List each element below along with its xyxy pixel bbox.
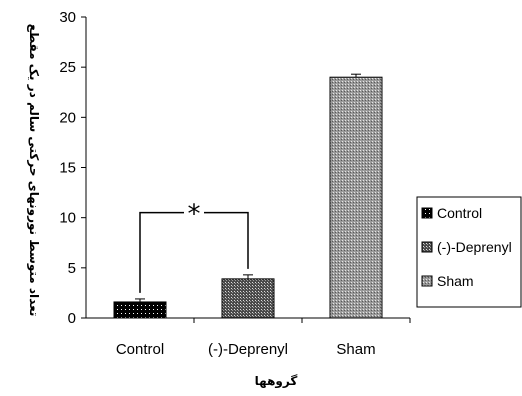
legend-swatch <box>421 241 433 253</box>
bar <box>329 76 383 319</box>
legend-frame <box>416 196 522 308</box>
x-tick-label: (-)-Deprenyl <box>208 341 288 358</box>
y-axis-label: تعداد متوسط نورونهای حرکتی سالم در یک مق… <box>26 24 41 317</box>
significance-bracket-right <box>204 211 249 269</box>
plot-area: 0 5 10 15 20 25 30 Control (-)-Deprenyl Sham * <box>59 9 411 358</box>
legend-label: (-)-Deprenyl <box>437 239 512 255</box>
x-tick-label: Control <box>116 341 164 358</box>
legend-swatch <box>421 207 433 219</box>
legend: Control (-)-Deprenyl Sham <box>416 196 522 308</box>
legend-swatch <box>421 275 433 287</box>
y-tick-label: 20 <box>59 109 76 126</box>
y-axis-title: تعداد متوسط نورونهای حرکتی سالم در یک مق… <box>26 24 41 317</box>
x-tick-label: Sham <box>336 341 375 358</box>
y-tick-label: 10 <box>59 210 76 227</box>
y-tick-label: 0 <box>68 310 76 327</box>
bar <box>113 301 167 319</box>
legend-label: Control <box>437 205 482 221</box>
significance-bracket-left <box>139 211 184 293</box>
x-axis-label: گروهها <box>255 374 298 389</box>
y-tick-label: 15 <box>59 160 76 177</box>
bar <box>221 278 275 319</box>
significance-marker: * <box>188 200 201 230</box>
y-tick-label: 30 <box>59 9 76 26</box>
y-tick-label: 5 <box>68 260 76 277</box>
legend-label: Sham <box>437 273 474 289</box>
y-tick-label: 25 <box>59 59 76 76</box>
